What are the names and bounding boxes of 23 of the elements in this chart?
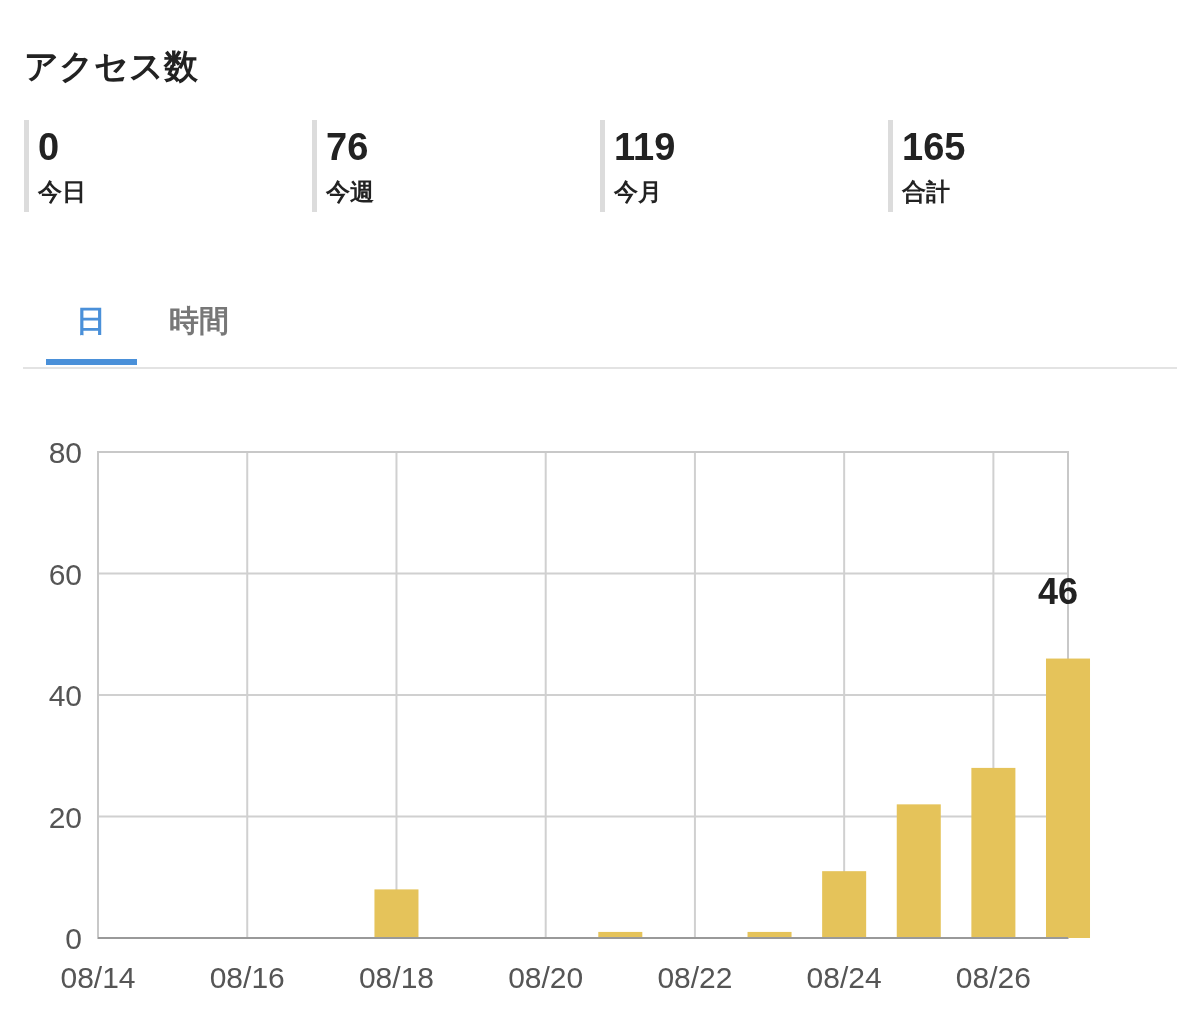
y-tick-label: 40 <box>48 679 82 712</box>
text: 日 <box>76 304 106 337</box>
x-tick-label: 08/26 <box>955 961 1031 994</box>
category-label: 今週 <box>325 178 374 205</box>
category-label: 今日 <box>37 178 86 205</box>
category-label: 合計 <box>901 178 950 205</box>
text: 時間 <box>169 304 229 337</box>
x-tick-label: 08/22 <box>657 961 733 994</box>
x-tick-label: 08/18 <box>358 961 434 994</box>
category-label: 今月 <box>613 178 662 205</box>
data-label: 46 <box>1037 570 1079 612</box>
x-tick-label: 08/14 <box>60 961 136 994</box>
y-tick-label: 80 <box>48 436 82 469</box>
title: アクセス数 <box>24 47 198 85</box>
y-tick-label: 60 <box>48 557 82 591</box>
x-tick-label: 08/20 <box>508 961 584 994</box>
data-label: 76 <box>326 126 369 168</box>
x-tick-label: 08/24 <box>806 961 882 994</box>
x-tick-label: 08/16 <box>209 961 285 994</box>
y-tick-label: 0 <box>65 922 82 955</box>
y-tick-label: 20 <box>48 800 82 834</box>
data-label: 165 <box>902 126 966 168</box>
data-label: 119 <box>614 126 676 168</box>
